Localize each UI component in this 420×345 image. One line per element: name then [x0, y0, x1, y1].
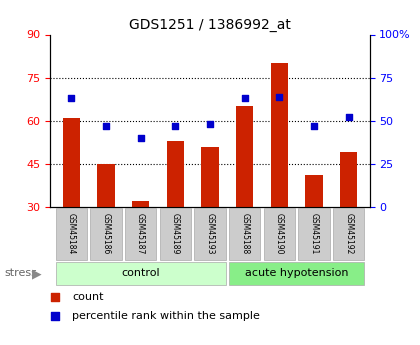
Bar	[271, 63, 288, 293]
Title: GDS1251 / 1386992_at: GDS1251 / 1386992_at	[129, 18, 291, 32]
Bar	[340, 152, 357, 293]
Bar	[305, 175, 323, 293]
Text: count: count	[72, 293, 104, 303]
Text: GSM45186: GSM45186	[101, 213, 110, 254]
Bar	[299, 208, 330, 260]
Point	[276, 94, 283, 99]
Text: GSM45184: GSM45184	[67, 213, 76, 254]
Point	[241, 96, 248, 101]
Bar	[194, 208, 226, 260]
Bar	[55, 208, 87, 260]
Point	[311, 123, 318, 129]
Text: percentile rank within the sample: percentile rank within the sample	[72, 311, 260, 321]
Bar	[236, 106, 253, 293]
Bar	[132, 201, 149, 293]
Point	[52, 313, 59, 319]
Text: GSM45192: GSM45192	[344, 213, 353, 254]
Point	[172, 123, 178, 129]
Text: GSM45191: GSM45191	[310, 213, 319, 254]
Bar	[63, 118, 80, 293]
Bar	[90, 208, 121, 260]
Bar	[97, 164, 115, 293]
Text: GSM45187: GSM45187	[136, 213, 145, 254]
Point	[137, 135, 144, 141]
Point	[207, 121, 213, 127]
Text: stress: stress	[4, 268, 37, 278]
Bar	[229, 208, 260, 260]
Point	[102, 123, 109, 129]
Bar	[333, 208, 365, 260]
Point	[68, 96, 75, 101]
Text: ▶: ▶	[32, 267, 41, 280]
Text: control: control	[121, 268, 160, 278]
Bar	[264, 208, 295, 260]
Bar	[229, 262, 365, 285]
Text: GSM45188: GSM45188	[240, 213, 249, 254]
Point	[345, 115, 352, 120]
Bar	[125, 208, 156, 260]
Bar	[55, 262, 226, 285]
Bar	[160, 208, 191, 260]
Text: acute hypotension: acute hypotension	[245, 268, 349, 278]
Bar	[167, 141, 184, 293]
Text: GSM45190: GSM45190	[275, 213, 284, 255]
Text: GSM45193: GSM45193	[205, 213, 215, 255]
Bar	[201, 147, 219, 293]
Point	[52, 295, 59, 300]
Text: GSM45189: GSM45189	[171, 213, 180, 254]
